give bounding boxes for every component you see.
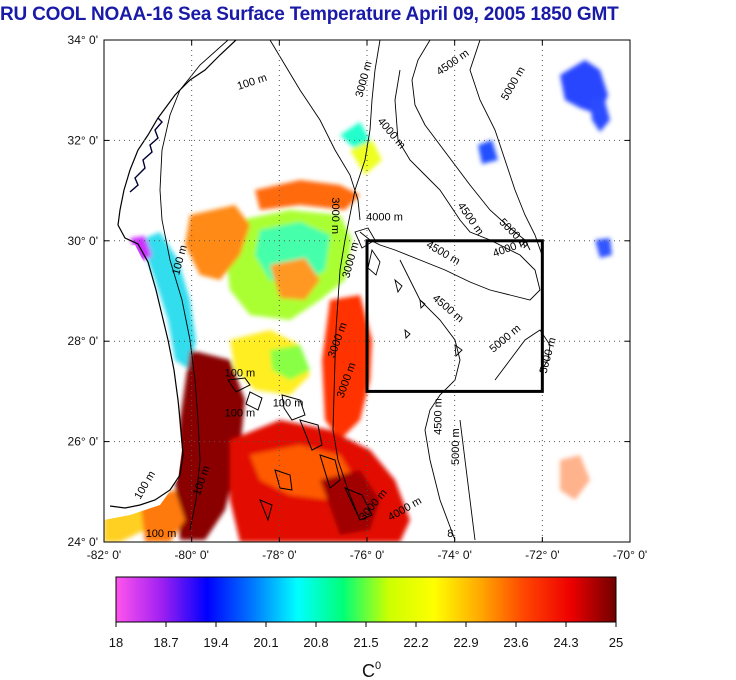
contour-3000m <box>332 40 381 521</box>
y-tick-label: 28° 0' <box>68 334 98 348</box>
colorbar-tick-label: 22.2 <box>403 635 428 650</box>
y-tick-label: 26° 0' <box>68 435 98 449</box>
x-tick-label: -76° 0' <box>350 548 384 562</box>
sst-patch-orange-center <box>270 258 320 300</box>
contour-label: 3000 m <box>329 197 341 234</box>
colorbar-tick-label: 18 <box>109 635 123 650</box>
sst-patch-green-central <box>270 345 310 380</box>
colorbar-tick-label: 20.1 <box>253 635 278 650</box>
sst-patch-darkred-south <box>320 470 380 535</box>
contour-label: 100 m <box>146 528 177 540</box>
sst-patch-orange-north <box>255 180 360 210</box>
contour-5000m <box>459 40 551 541</box>
contour-label: 100 m <box>273 397 304 409</box>
sst-field <box>104 60 612 542</box>
colorbar-tick-label: 25 <box>609 635 623 650</box>
colorbar-tick-label: 24.3 <box>553 635 578 650</box>
colorbar-bar <box>115 576 617 623</box>
x-tick-label: -72° 0' <box>525 548 559 562</box>
colorbar-unit: C0 <box>362 660 381 680</box>
colorbar: 18 18.7 19.4 20.1 20.8 21.5 22.2 22.9 23.6 24.3 25… <box>109 576 623 680</box>
colorbar-tick-label: 20.8 <box>303 635 328 650</box>
colorbar-tick-label: 22.9 <box>453 635 478 650</box>
coastline <box>109 40 237 509</box>
contour-label: 100 m <box>225 408 256 420</box>
x-tick-label: -82° 0' <box>87 548 121 562</box>
florida-land <box>104 245 182 520</box>
colorbar-tick-label: 21.5 <box>353 635 378 650</box>
x-tick-label: -70° 0' <box>613 548 647 562</box>
sst-patch-specks-e <box>595 238 612 258</box>
colorbar-tick-label: 23.6 <box>503 635 528 650</box>
x-tick-label: -80° 0' <box>174 548 208 562</box>
coastline-detail <box>129 117 163 193</box>
sst-patch-yellow-mid <box>350 140 382 175</box>
sst-patch-orange-nw <box>185 205 250 280</box>
x-tick-label: -78° 0' <box>262 548 296 562</box>
y-tick-label: 34° 0' <box>68 33 98 47</box>
page-title: RU COOL NOAA-16 Sea Surface Temperature … <box>0 4 619 25</box>
contour-label: 4000 m <box>366 212 403 224</box>
sst-patch-blue-mid <box>478 140 498 164</box>
contour-4000m <box>359 69 541 301</box>
colorbar-tick-label: 18.7 <box>153 635 178 650</box>
sst-patch-specks-se <box>560 455 590 500</box>
contour-label: 100 m <box>225 367 256 379</box>
study-box <box>365 239 544 393</box>
colorbar-ticks: 18 18.7 19.4 20.1 20.8 21.5 22.2 22.9 23.6 24.3 25 <box>109 622 623 650</box>
colorbar-tick-label: 19.4 <box>203 635 228 650</box>
y-tick-label: 24° 0' <box>68 535 98 549</box>
sst-patch-darkred-straits <box>175 350 245 540</box>
sst-patch-blue-ne-2 <box>590 98 610 132</box>
contour-label: 4500 m <box>433 398 445 435</box>
bahamas-islands <box>227 377 373 522</box>
y-tick-label: 30° 0' <box>68 234 98 248</box>
contour-100m <box>159 40 361 531</box>
y-tick-label: 32° 0' <box>68 133 98 147</box>
sst-patch-coast-strip <box>140 232 196 370</box>
colorbar-unit-text: C <box>362 661 375 680</box>
contour-label: 8 <box>447 528 453 540</box>
colorbar-unit-sup: 0 <box>375 660 381 672</box>
x-tick-label: -74° 0' <box>437 548 471 562</box>
depth-contours <box>159 40 551 541</box>
axes: -82° 0' -80° 0' -78° 0' -76° 0' -74° 0' -72° … <box>68 33 648 562</box>
contour-label: 5000 m <box>450 428 462 465</box>
land-mask <box>104 40 240 260</box>
sst-patch-red-east <box>322 295 372 440</box>
